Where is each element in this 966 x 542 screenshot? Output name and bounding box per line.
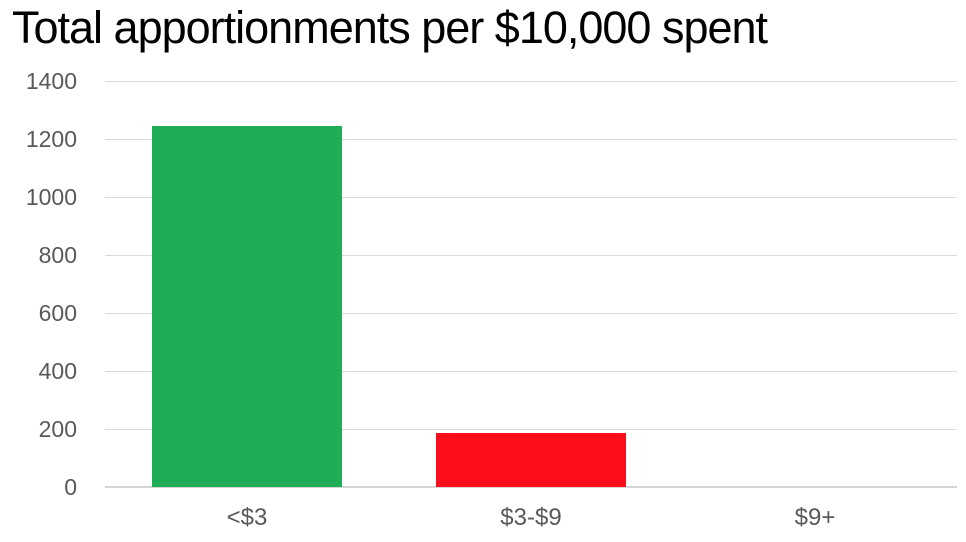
y-tick-label: 200: [38, 416, 77, 442]
gridline: [105, 81, 957, 82]
gridline: [105, 197, 957, 198]
x-tick-label: $9+: [794, 504, 836, 531]
y-tick-label: 800: [38, 242, 77, 268]
gridline: [105, 139, 957, 140]
y-tick-label: 1200: [25, 126, 77, 152]
y-tick-label: 0: [64, 474, 77, 500]
x-tick-label: <$3: [226, 504, 268, 531]
gridline: [105, 313, 957, 314]
y-tick-label: 1000: [25, 184, 77, 210]
y-tick-label: 400: [38, 358, 77, 384]
chart-title: Total apportionments per $10,000 spent: [12, 2, 768, 53]
y-tick-label: 600: [38, 300, 77, 326]
gridline: [105, 429, 957, 430]
bar-<$3: [152, 126, 342, 487]
y-axis: 0 200 400 600 800 1000 1200 1400: [0, 0, 77, 542]
x-tick-label: $3-$9: [500, 504, 562, 531]
x-axis: <$3 $3-$9 $9+: [105, 504, 957, 538]
gridline: [105, 255, 957, 256]
bar-$3-$9: [436, 433, 626, 487]
y-tick-label: 1400: [25, 68, 77, 94]
plot-area: [105, 81, 957, 488]
x-axis-line: [105, 486, 957, 488]
gridline: [105, 371, 957, 372]
